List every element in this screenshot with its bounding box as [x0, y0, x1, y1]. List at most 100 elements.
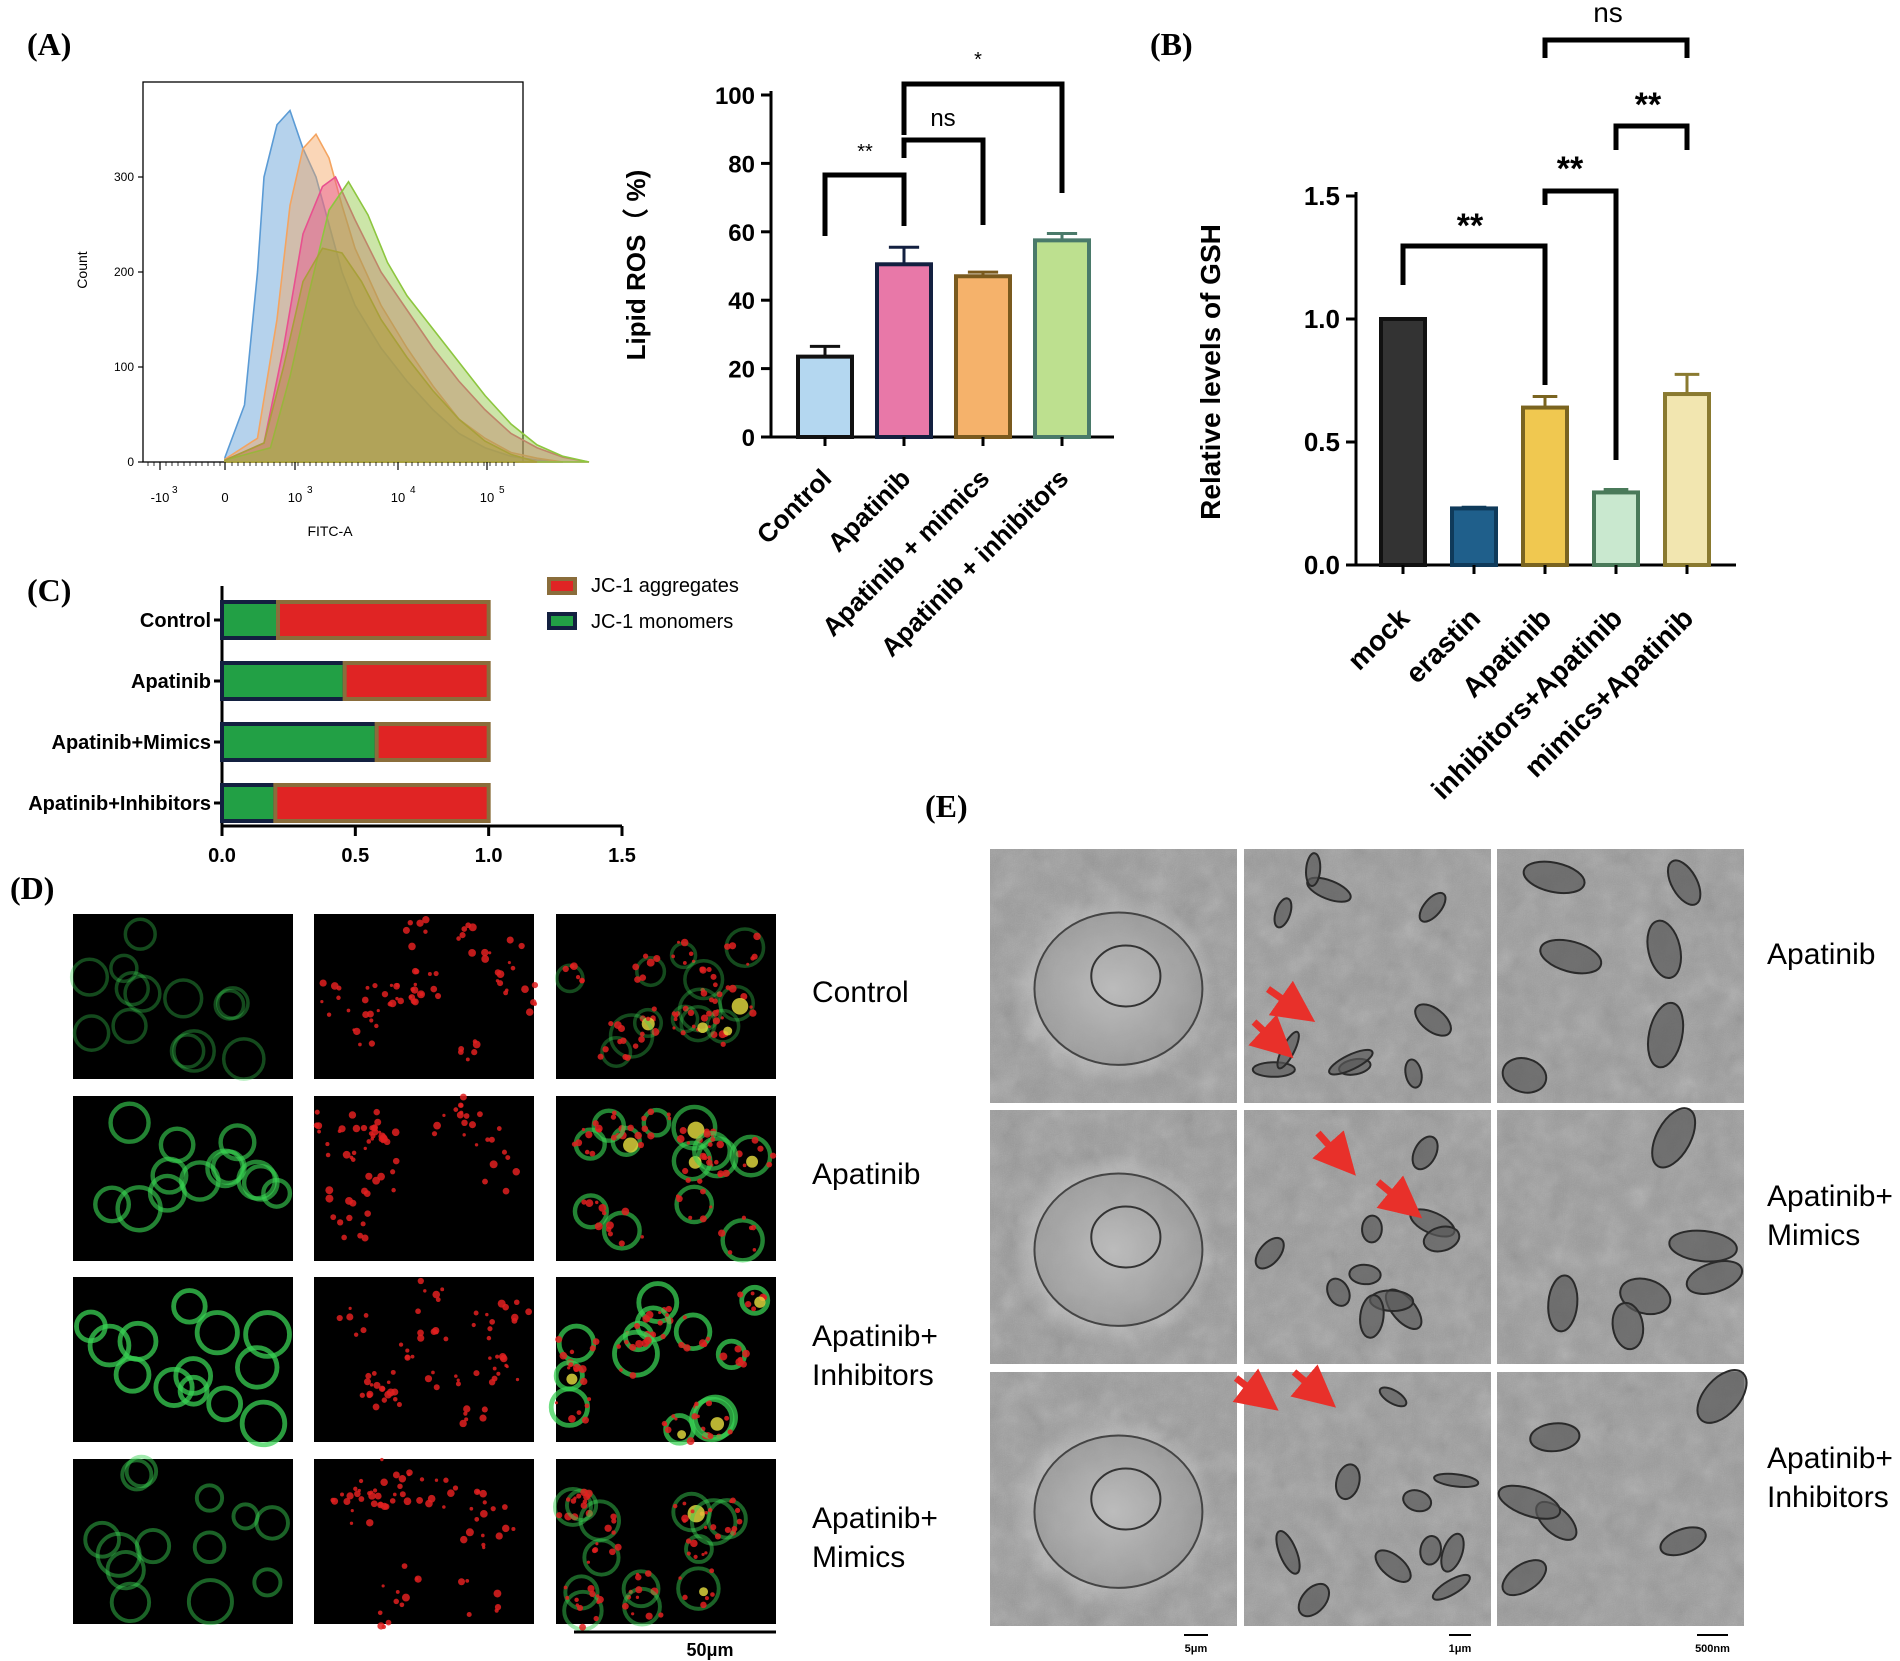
red-signal	[377, 1610, 383, 1616]
red-signal	[459, 1419, 467, 1428]
red-signal	[482, 1500, 487, 1505]
red-signal	[468, 1121, 476, 1129]
tem-mitochondrion	[1522, 860, 1586, 895]
tem-mitochondrion	[1431, 1573, 1471, 1601]
red-signal	[507, 961, 511, 965]
red-signal	[565, 1497, 571, 1502]
tem-mitochondrion	[1501, 1559, 1548, 1597]
red-signal	[611, 1530, 616, 1535]
red-signal	[431, 1370, 435, 1375]
red-signal	[555, 1335, 563, 1343]
red-signal	[645, 1310, 654, 1319]
green-signal	[153, 1366, 195, 1408]
red-signal	[592, 1120, 599, 1127]
red-signal	[651, 1028, 660, 1036]
red-signal	[359, 1392, 365, 1398]
red-signal	[433, 970, 439, 977]
green-signal	[163, 978, 204, 1019]
red-signal	[373, 1381, 381, 1389]
red-signal	[584, 1403, 590, 1409]
tem-mitochondrion	[1275, 1530, 1301, 1575]
red-signal	[589, 1150, 596, 1157]
red-signal	[744, 1301, 752, 1308]
red-signal	[704, 1551, 708, 1555]
red-signal	[416, 919, 424, 927]
green-signal	[608, 1013, 655, 1059]
tem-mitochondrion	[1418, 891, 1447, 923]
jc1-bar-monomers	[220, 722, 379, 762]
ros-significance-bracket	[901, 81, 1065, 193]
red-signal	[710, 1592, 715, 1597]
red-signal	[701, 1552, 705, 1557]
red-signal	[336, 1314, 343, 1322]
flow-x-tick-exponent: 3	[307, 485, 313, 496]
tem-mitochondrion	[1666, 859, 1702, 906]
red-signal	[693, 1554, 698, 1559]
green-signal	[621, 1569, 661, 1609]
red-signal	[493, 1589, 502, 1598]
red-signal	[576, 1493, 582, 1499]
red-signal	[579, 1623, 586, 1631]
red-signal	[653, 954, 661, 963]
green-signal	[83, 1520, 122, 1559]
red-signal	[463, 1113, 470, 1119]
red-signal	[380, 1457, 384, 1462]
red-signal	[353, 1486, 358, 1491]
green-signal	[739, 1284, 771, 1316]
green-signal	[172, 1029, 216, 1073]
red-signal	[616, 1344, 621, 1349]
red-signal	[682, 1005, 689, 1012]
red-signal	[757, 1145, 764, 1152]
green-signal	[93, 1185, 132, 1224]
red-signal	[675, 1011, 681, 1017]
flow-x-tick-exponent: 4	[410, 485, 416, 496]
tem-nucleus	[1090, 944, 1162, 1008]
red-signal	[434, 993, 442, 1000]
red-signal	[405, 1348, 410, 1353]
gsh-significance-label: **	[1635, 86, 1662, 124]
red-signal	[642, 953, 649, 959]
red-signal	[459, 932, 466, 939]
red-signal	[753, 932, 761, 941]
tem-mitochondrion	[1334, 1463, 1361, 1501]
red-signal	[622, 1602, 629, 1610]
merge-yellow-signal	[697, 1022, 708, 1034]
red-signal	[587, 1397, 592, 1402]
ros-bar	[875, 262, 933, 440]
red-signal	[585, 1131, 593, 1139]
red-signal	[471, 1322, 476, 1328]
ros-significance-bracket	[901, 137, 986, 225]
flow-x-tick-label: 10	[480, 490, 494, 505]
red-signal	[672, 1503, 678, 1509]
flow-y-tick-label: 0	[127, 455, 134, 469]
green-signal	[252, 1567, 283, 1598]
red-signal	[392, 1157, 400, 1165]
red-signal	[585, 1509, 593, 1518]
red-signal	[639, 974, 647, 981]
red-signal	[506, 936, 514, 944]
red-signal	[416, 1496, 424, 1504]
red-signal	[489, 1160, 498, 1169]
panel-e-row-label: Mimics	[1767, 1219, 1860, 1252]
green-signal	[194, 1483, 225, 1513]
jc1-bar-aggregates	[374, 722, 491, 762]
red-signal	[370, 1133, 376, 1139]
red-signal	[369, 1018, 374, 1023]
red-signal	[592, 1547, 599, 1553]
red-signal	[491, 1375, 498, 1382]
red-signal	[565, 1595, 570, 1600]
red-signal	[589, 1590, 596, 1598]
red-signal	[710, 1031, 718, 1039]
red-signal	[488, 1136, 495, 1143]
red-signal	[720, 1041, 726, 1047]
tem-red-arrow	[1375, 1175, 1423, 1219]
green-signal	[120, 1458, 154, 1492]
red-signal	[465, 1579, 470, 1583]
gsh-y-tick-label: 1.5	[1304, 181, 1340, 211]
red-signal	[563, 1585, 568, 1590]
green-signal	[578, 1499, 622, 1542]
red-signal	[710, 973, 717, 980]
red-signal	[496, 970, 505, 979]
micrograph-tile	[314, 1096, 534, 1261]
